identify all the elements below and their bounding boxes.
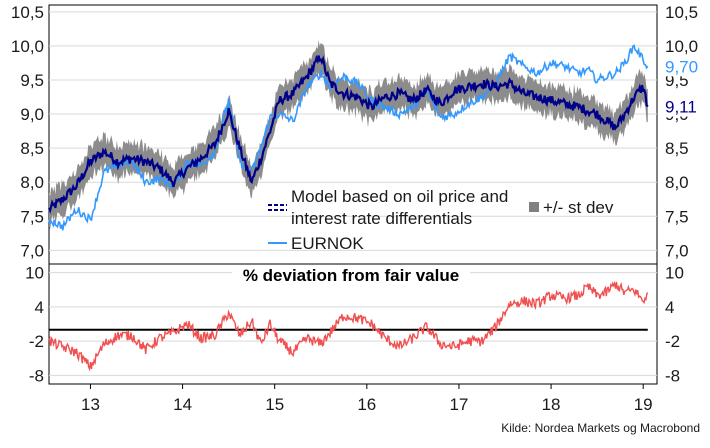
top-y-axis-right: 7,0 7,5 8,0 8,5 9,0 9,5 10,0 10,5: [665, 3, 698, 261]
y-tick-label: 8,5: [665, 139, 689, 158]
bottom-series-layer: [48, 280, 649, 372]
bottom-y-axis-right: -8 -2 4 10: [665, 264, 684, 386]
eurnok-end-label-bg: [662, 57, 708, 77]
legend-model-label: Model based on oil price and: [291, 187, 508, 206]
y-tick-label: 10,5: [11, 3, 44, 22]
y-tick-label: 10: [665, 264, 684, 283]
bottom-panel-frame: [48, 263, 658, 385]
deviation-line: [48, 280, 649, 372]
x-axis-ticks: [89, 384, 644, 389]
y-tick-label: 8,5: [20, 139, 44, 158]
bottom-gridlines: [49, 272, 657, 376]
source-note: Kilde: Nordea Markets og Macrobond: [501, 421, 700, 435]
x-tick-label: 18: [542, 395, 561, 414]
y-tick-label: 7,5: [20, 207, 44, 226]
y-tick-label: 9,0: [20, 105, 44, 124]
y-tick-label: 9,5: [20, 71, 44, 90]
x-tick-label: 17: [449, 395, 468, 414]
y-tick-label: 10,0: [11, 37, 44, 56]
y-tick-label: -2: [665, 332, 680, 351]
y-tick-label: 8,0: [20, 173, 44, 192]
x-tick-label: 19: [634, 395, 653, 414]
y-tick-label: -2: [29, 332, 44, 351]
bottom-panel-title: % deviation from fair value: [243, 266, 459, 285]
y-tick-label: 4: [35, 298, 44, 317]
x-tick-label: 13: [81, 395, 100, 414]
bottom-title-bg: [232, 265, 470, 285]
eurnok-end-label: 9,70: [665, 57, 698, 76]
y-tick-label: -8: [665, 366, 680, 385]
y-tick-label: 8,0: [665, 173, 689, 192]
top-y-axis-left: 7,0 7,5 8,0 8,5 9,0 9,5 10,0 10,5: [11, 3, 44, 261]
y-tick-label: 7,5: [665, 207, 689, 226]
legend-model-label-line2: interest rate differentials: [291, 209, 472, 228]
y-tick-label: -8: [29, 366, 44, 385]
legend-stdev-label: +/- st dev: [543, 198, 614, 217]
top-series-layer: [47, 40, 649, 231]
y-tick-label: 7,0: [665, 241, 689, 260]
x-tick-label: 16: [357, 395, 376, 414]
y-tick-label: 4: [665, 298, 674, 317]
model-line: [47, 54, 649, 214]
model-end-label: 9,11: [665, 98, 697, 117]
eurnok-line: [48, 43, 649, 231]
bottom-y-axis-left: -8 -2 4 10: [25, 264, 44, 386]
y-tick-label: 7,0: [20, 241, 44, 260]
y-tick-label: 10: [25, 264, 44, 283]
model-end-label-bg: [662, 97, 708, 117]
x-tick-label: 15: [265, 395, 284, 414]
legend-eurnok-label: EURNOK: [291, 234, 364, 253]
x-tick-label: 14: [173, 395, 192, 414]
legend-stdev-swatch: [529, 202, 539, 212]
y-tick-label: 10,0: [665, 37, 698, 56]
x-axis: 13 14 15 16 17 18 19: [81, 395, 653, 414]
y-tick-label: 10,5: [665, 3, 698, 22]
top-gridlines: [49, 11, 657, 251]
legend: Model based on oil price and interest ra…: [268, 187, 614, 253]
